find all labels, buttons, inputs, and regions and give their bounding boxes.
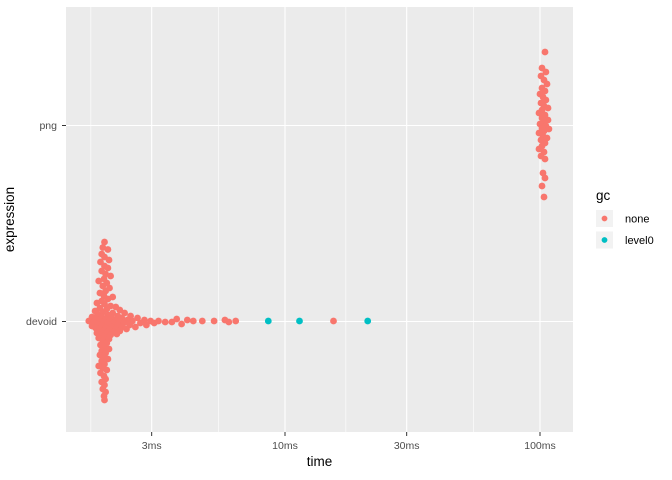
data-point-none (542, 68, 550, 76)
data-point-none (134, 314, 141, 322)
legend: gc none level0 (596, 188, 654, 249)
axis-ticks-layer (62, 125, 541, 436)
data-point-none (123, 325, 130, 333)
data-point-none (535, 109, 543, 117)
data-point-none (538, 182, 546, 190)
x-tick-labels: 3ms 10ms 30ms 100ms (142, 440, 556, 452)
y-tick-labels: png devoid (26, 120, 57, 328)
data-point-none (150, 319, 158, 327)
data-point-none (85, 317, 93, 325)
data-point-none (543, 80, 551, 88)
minor-gridlines (90, 7, 474, 432)
legend-items: none level0 (596, 210, 654, 249)
data-point-none (104, 246, 112, 253)
x-tick-label: 10ms (272, 440, 298, 452)
data-point-none (541, 155, 549, 163)
major-gridlines (66, 7, 573, 432)
data-point-none (183, 316, 191, 324)
legend-swatch-level0 (601, 237, 608, 243)
y-axis-title: expression (2, 187, 17, 252)
data-point-none (101, 396, 108, 404)
data-point-level0 (296, 317, 303, 325)
data-point-none (99, 244, 107, 251)
data-point-none (542, 96, 550, 104)
data-point-none (113, 330, 121, 338)
data-point-none (95, 277, 103, 285)
data-point-none (198, 317, 206, 325)
data-point-level0 (364, 317, 372, 325)
data-point-none (93, 299, 101, 307)
data-point-none (189, 317, 197, 325)
data-point-none (173, 315, 181, 323)
data-point-none (107, 272, 114, 280)
data-point-none (132, 323, 139, 331)
legend-label-none: none (625, 214, 649, 226)
data-points-layer (85, 48, 553, 404)
data-point-none (103, 366, 111, 374)
data-point-none (121, 309, 128, 317)
data-point-none (225, 318, 233, 326)
data-point-none (137, 319, 144, 327)
data-point-none (104, 295, 112, 303)
data-point-none (161, 318, 169, 326)
x-tick-label: 3ms (142, 440, 162, 452)
data-point-none (535, 145, 543, 153)
data-point-none (232, 317, 240, 325)
x-tick-label: 30ms (394, 440, 420, 452)
data-point-none (143, 321, 150, 329)
y-tick-label: png (39, 120, 57, 132)
y-tick-label: devoid (26, 316, 57, 328)
legend-title: gc (596, 188, 611, 203)
data-point-level0 (264, 317, 272, 325)
plot-panel (66, 7, 573, 432)
data-point-none (104, 355, 112, 363)
data-point-none (99, 282, 107, 290)
x-tick-label: 100ms (524, 440, 556, 452)
data-point-none (541, 174, 549, 182)
data-point-none (330, 317, 337, 325)
data-point-none (101, 238, 108, 246)
data-point-none (541, 87, 549, 95)
data-point-none (210, 317, 218, 325)
data-point-none (540, 193, 548, 201)
data-point-none (544, 104, 552, 112)
data-point-none (178, 320, 186, 328)
data-point-none (104, 264, 112, 272)
x-axis-title: time (307, 454, 333, 469)
legend-label-level0: level0 (625, 235, 654, 247)
data-point-none (105, 256, 113, 264)
data-point-none (541, 48, 549, 56)
legend-swatch-none (601, 215, 608, 222)
